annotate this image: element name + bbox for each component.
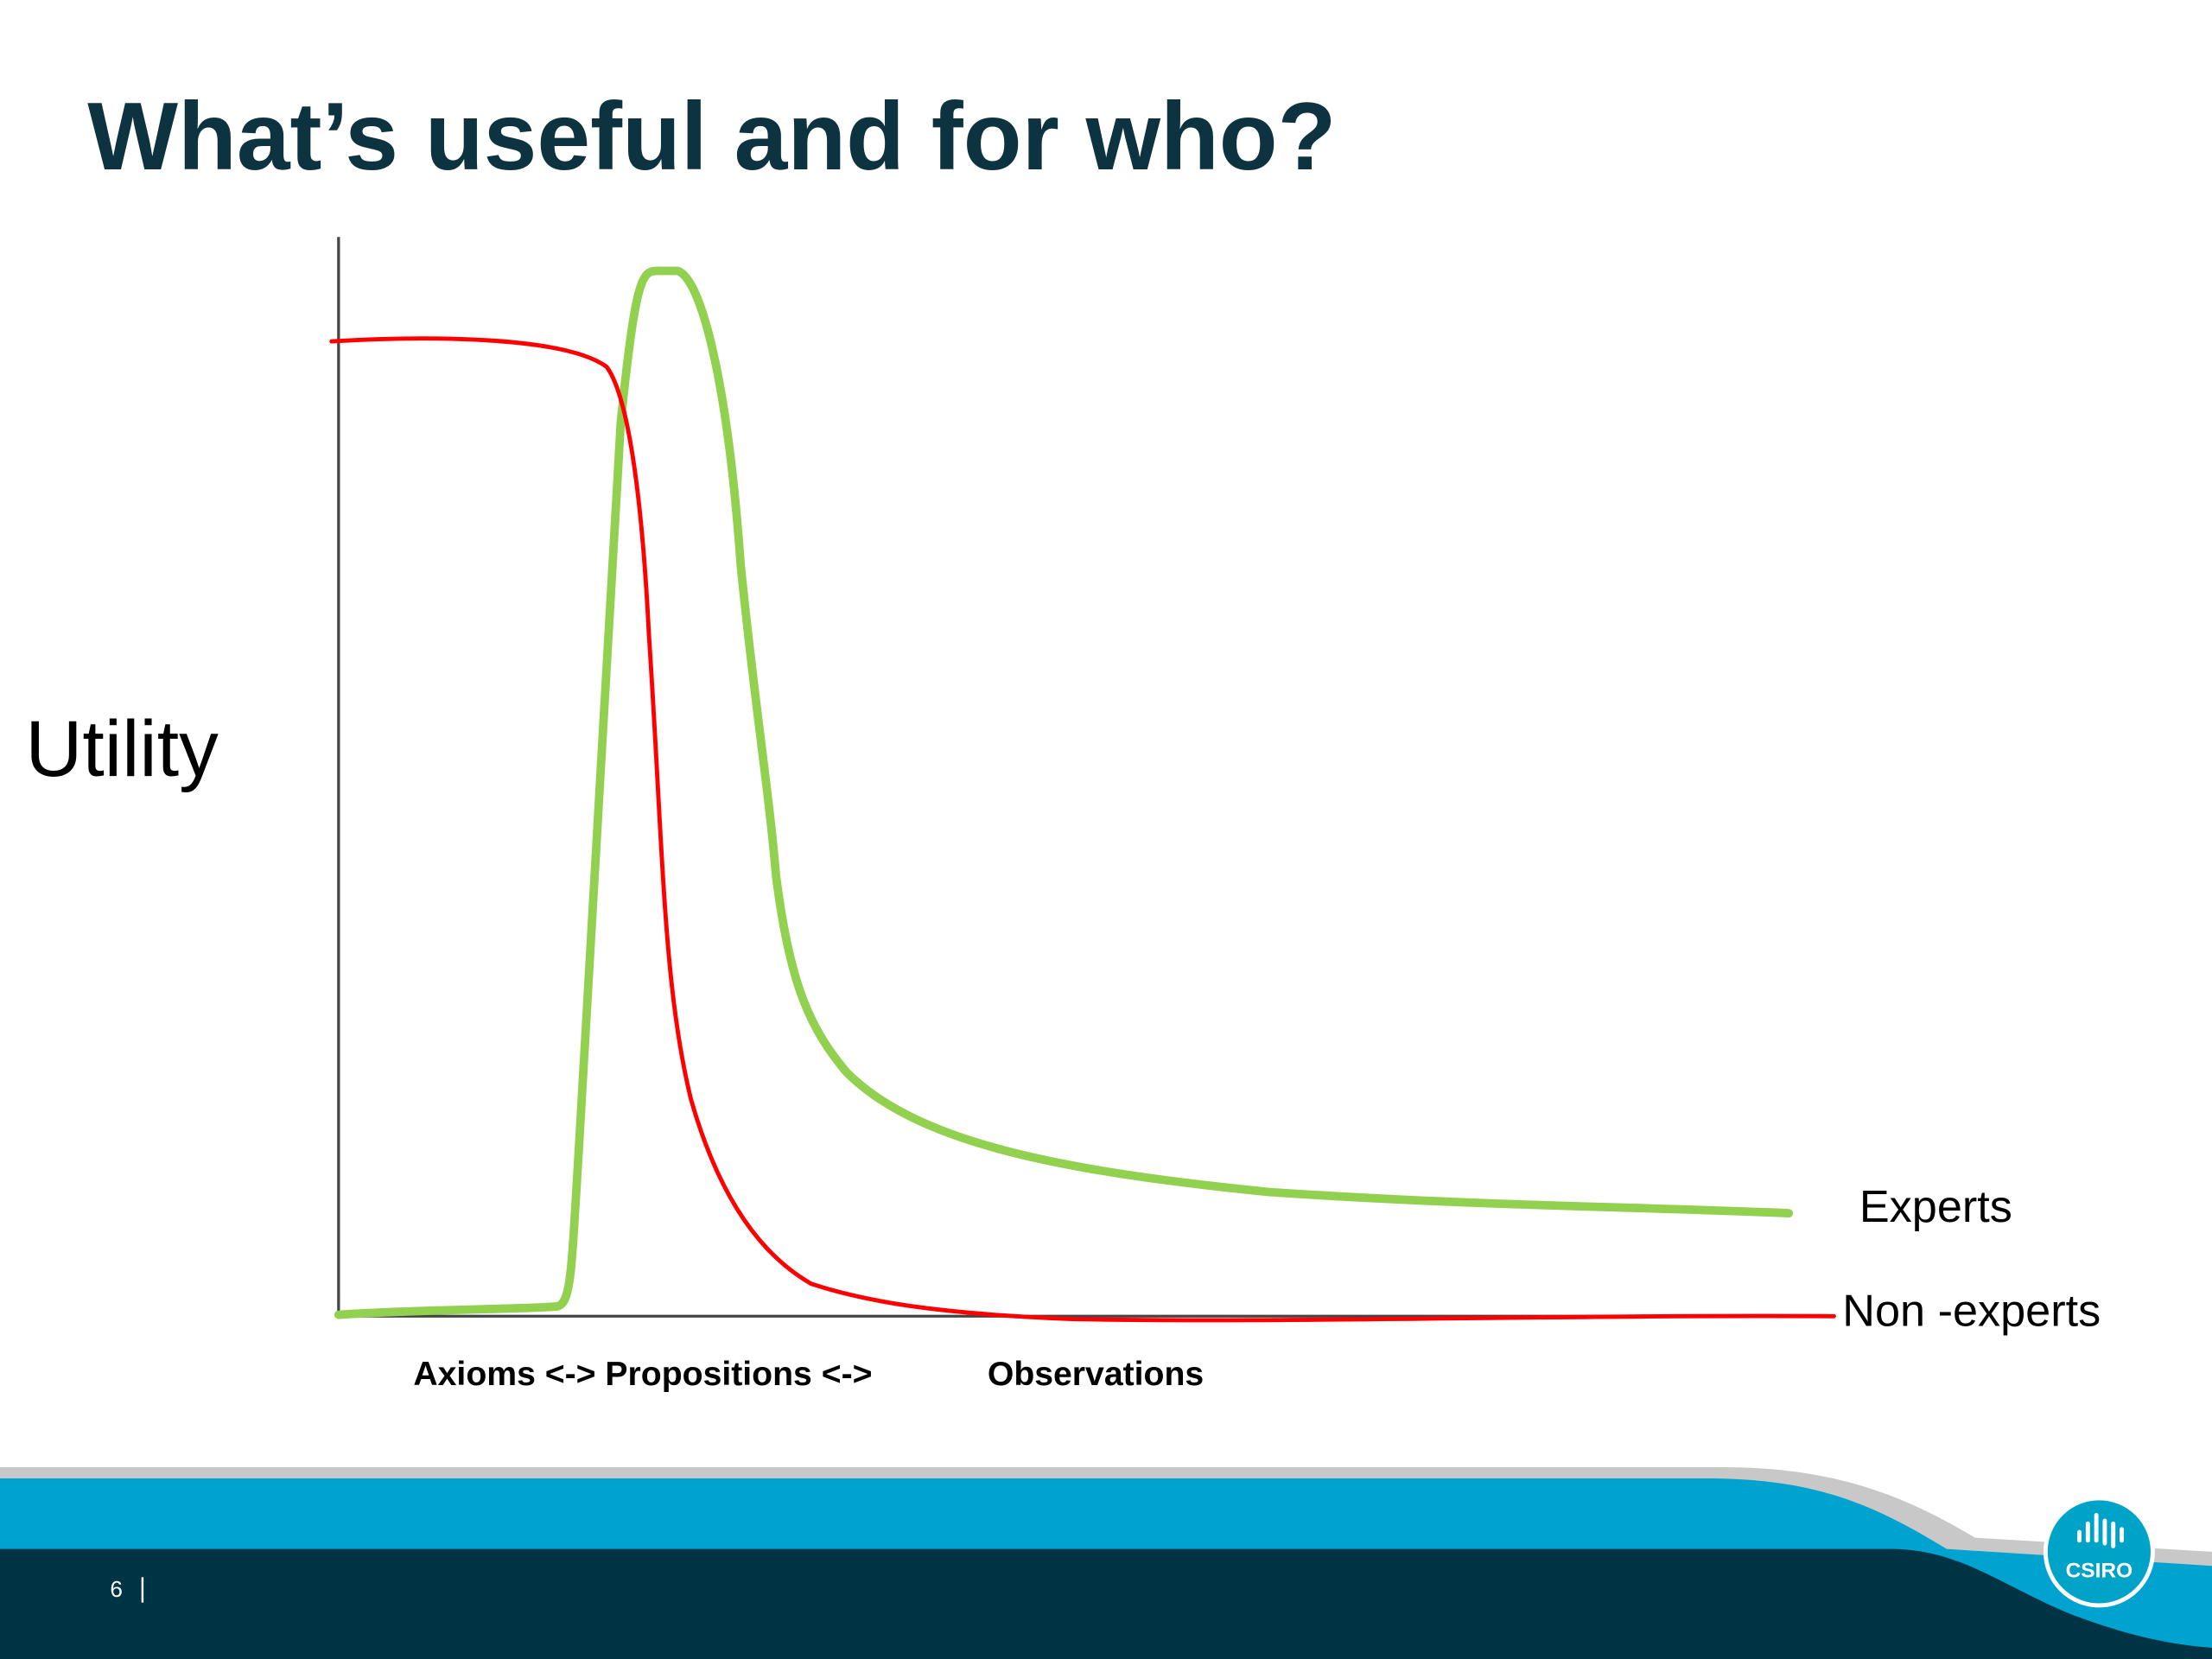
y-axis-label: Utility xyxy=(25,705,219,793)
x-axis-label: Axioms <-> Propositions <-> xyxy=(413,1356,872,1393)
slide-title: What’s useful and for who? xyxy=(87,82,1336,190)
curve-label: Non -experts xyxy=(1842,1287,2101,1337)
curve-label: Experts xyxy=(1859,1182,2012,1232)
x-axis-label: Observations xyxy=(988,1356,1204,1393)
logo-text: CSIRO xyxy=(2066,1559,2133,1582)
logo xyxy=(2043,1496,2155,1608)
experts-curve xyxy=(334,266,1794,1319)
footer-band-dark xyxy=(0,1548,2212,1659)
non-experts-curve xyxy=(329,336,1836,1323)
page-number: 6 xyxy=(110,1576,123,1602)
logo-mark xyxy=(2077,1513,2124,1548)
